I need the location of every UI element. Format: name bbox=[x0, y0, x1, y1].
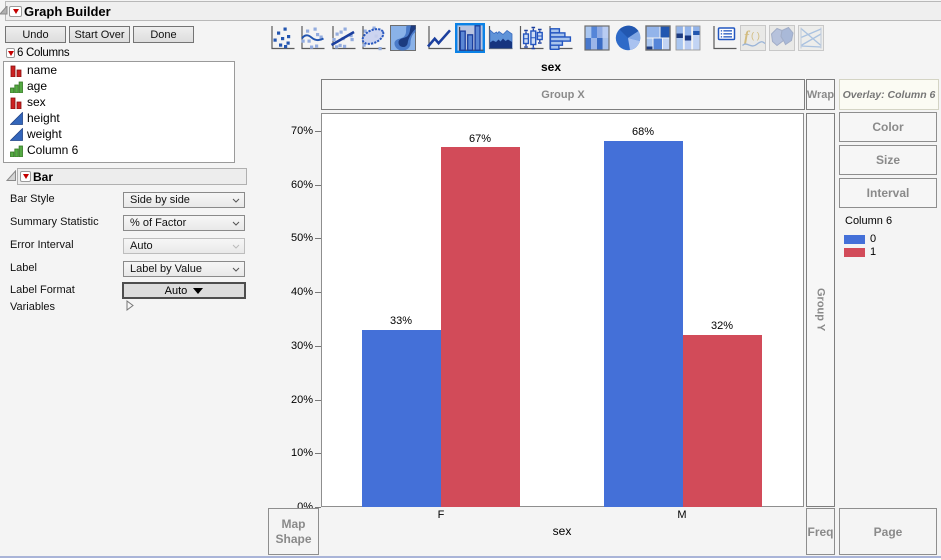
svg-text:( ): ( ) bbox=[751, 31, 760, 42]
svg-text:f: f bbox=[744, 29, 751, 45]
